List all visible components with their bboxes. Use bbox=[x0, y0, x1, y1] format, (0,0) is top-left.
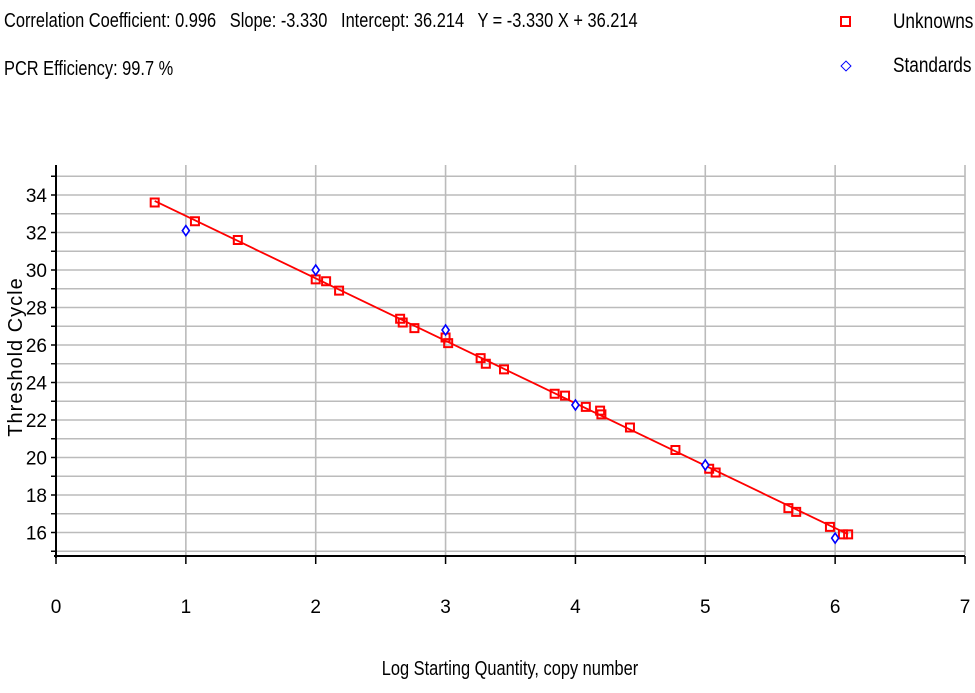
unknown-point bbox=[321, 276, 332, 287]
unknown-point bbox=[596, 409, 607, 420]
unknown-point bbox=[549, 388, 560, 399]
standard-point bbox=[570, 398, 580, 412]
unknown-point bbox=[397, 317, 408, 328]
unknown-point bbox=[475, 353, 486, 364]
unknown-point bbox=[670, 445, 681, 455]
fit-line-layer bbox=[154, 200, 849, 536]
unknown-point bbox=[837, 529, 848, 540]
x-tick-label: 5 bbox=[700, 597, 711, 618]
y-tick-label: 18 bbox=[26, 486, 47, 507]
data-points bbox=[149, 197, 854, 545]
grid bbox=[56, 165, 966, 555]
axes bbox=[51, 165, 966, 564]
y-tick-label: 34 bbox=[26, 186, 48, 207]
x-tick-label: 6 bbox=[830, 597, 841, 618]
unknown-point bbox=[480, 358, 491, 369]
y-tick-label: 32 bbox=[26, 224, 47, 245]
unknown-point bbox=[624, 422, 635, 433]
standard-point bbox=[441, 323, 451, 337]
unknown-point bbox=[580, 401, 591, 412]
y-axis-title: Threshold Cycle bbox=[5, 277, 27, 437]
x-axis-title: Log Starting Quantity, copy number bbox=[382, 656, 638, 679]
unknown-point bbox=[710, 467, 721, 478]
unknown-point bbox=[443, 338, 454, 349]
y-tick-label: 22 bbox=[26, 411, 47, 432]
standard-point bbox=[181, 224, 191, 238]
y-tick-label: 26 bbox=[26, 336, 47, 357]
x-tick-label: 3 bbox=[440, 597, 451, 618]
standard-point bbox=[311, 263, 321, 277]
unknown-point bbox=[232, 235, 243, 245]
x-tick-label: 2 bbox=[310, 597, 321, 618]
unknown-point bbox=[409, 323, 420, 334]
pcr-efficiency: PCR Efficiency: 99.7 % bbox=[4, 58, 174, 80]
standard-point bbox=[830, 531, 840, 545]
x-tick-label: 0 bbox=[51, 597, 62, 618]
unknown-point bbox=[560, 390, 571, 401]
unknown-point bbox=[791, 506, 802, 517]
y-tick-label: 16 bbox=[26, 524, 47, 545]
unknown-point bbox=[334, 285, 345, 296]
legend-unknowns-label: Unknowns bbox=[893, 10, 974, 33]
unknown-point bbox=[189, 216, 200, 227]
regression-stats: Correlation Coefficient: 0.996 Slope: -3… bbox=[4, 10, 638, 32]
y-tick-label: 24 bbox=[26, 374, 48, 395]
y-tick-label: 20 bbox=[26, 449, 47, 470]
y-tick-label: 30 bbox=[26, 261, 47, 282]
unknown-point bbox=[499, 364, 510, 375]
legend-unknowns-square-icon bbox=[840, 16, 851, 27]
x-tick-label: 7 bbox=[960, 597, 971, 618]
y-tick-label: 28 bbox=[26, 299, 47, 320]
standard-point bbox=[700, 458, 710, 472]
unknown-point bbox=[824, 521, 835, 532]
unknown-point bbox=[843, 529, 854, 540]
x-tick-label: 1 bbox=[181, 597, 192, 618]
x-tick-label: 4 bbox=[570, 597, 581, 618]
legend-standards-label: Standards bbox=[893, 54, 972, 77]
regression-line bbox=[154, 200, 849, 536]
unknown-point bbox=[149, 197, 160, 208]
